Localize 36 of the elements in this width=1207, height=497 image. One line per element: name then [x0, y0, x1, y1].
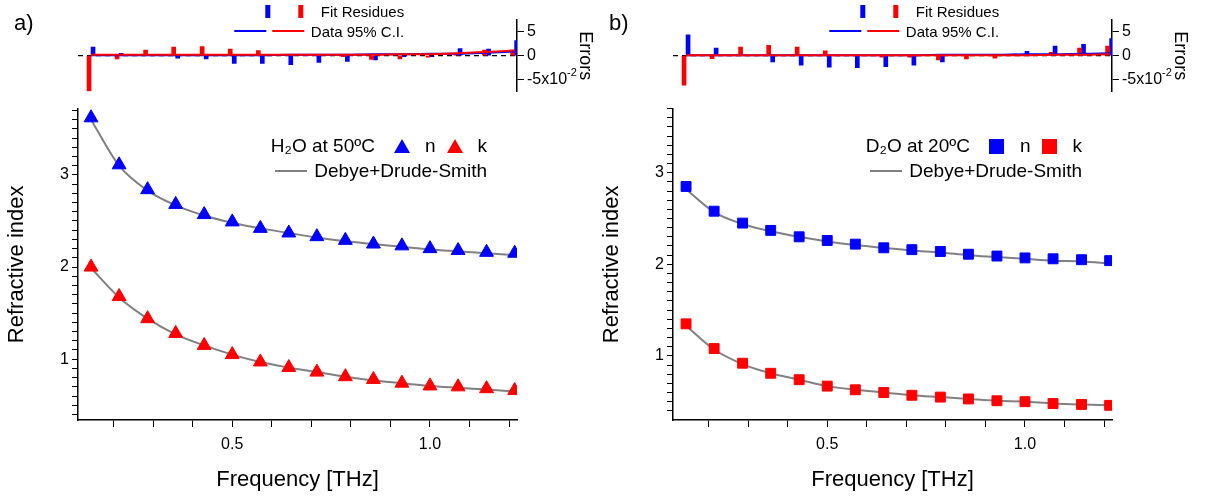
y-tick-label: 3 — [60, 165, 70, 183]
legend-label: Debye+Drude-Smith — [314, 158, 487, 183]
x-tick-label: 1.0 — [1013, 435, 1037, 453]
y2-tick-label: 0 — [1122, 46, 1131, 64]
y-tick-label: 1 — [60, 349, 70, 367]
legend-label: Data 95% C.I. — [310, 21, 405, 41]
y-tick-label: 2 — [655, 254, 665, 272]
y-tick-label: 1 — [655, 346, 665, 364]
legend-label: k — [1072, 134, 1082, 158]
legend-label: Data 95% C.I. — [905, 21, 1000, 41]
legend-label: k — [477, 134, 487, 158]
y-tick-label: 2 — [60, 257, 70, 275]
legend-title: D₂O at 20ºC — [865, 134, 970, 158]
y2-tick-label: -5 — [1122, 69, 1137, 87]
y2-tick-label: 5 — [527, 22, 536, 40]
y2-tick-label: -5 — [527, 69, 542, 87]
x-tick-label: 1.0 — [418, 435, 442, 453]
chart-title: a) — [14, 10, 34, 36]
x-tick-label: 0.5 — [816, 435, 839, 453]
legend-label: n — [1019, 134, 1031, 158]
y-axis-title: Refractive index — [3, 185, 29, 344]
y-tick-label: 3 — [655, 163, 665, 181]
chart-title: b) — [609, 10, 629, 36]
legend-label: Fit Residues — [915, 2, 1000, 22]
legend-title: H₂O at 50ºC — [270, 134, 375, 158]
y2-axis-title: Errors — [576, 31, 597, 81]
legend-label: Debye+Drude-Smith — [909, 158, 1082, 183]
y2-tick-label: 5 — [1122, 22, 1131, 40]
x-axis-title: Frequency [THz] — [811, 465, 974, 491]
x-axis-title: Frequency [THz] — [216, 465, 379, 491]
legend-label: n — [424, 134, 436, 158]
y2-axis-title: Errors — [1171, 31, 1192, 81]
y-axis-title: Refractive index — [598, 185, 624, 344]
x-tick-label: 0.5 — [221, 435, 244, 453]
legend-label: Fit Residues — [320, 2, 405, 22]
y2-tick-label: 0 — [527, 46, 536, 64]
